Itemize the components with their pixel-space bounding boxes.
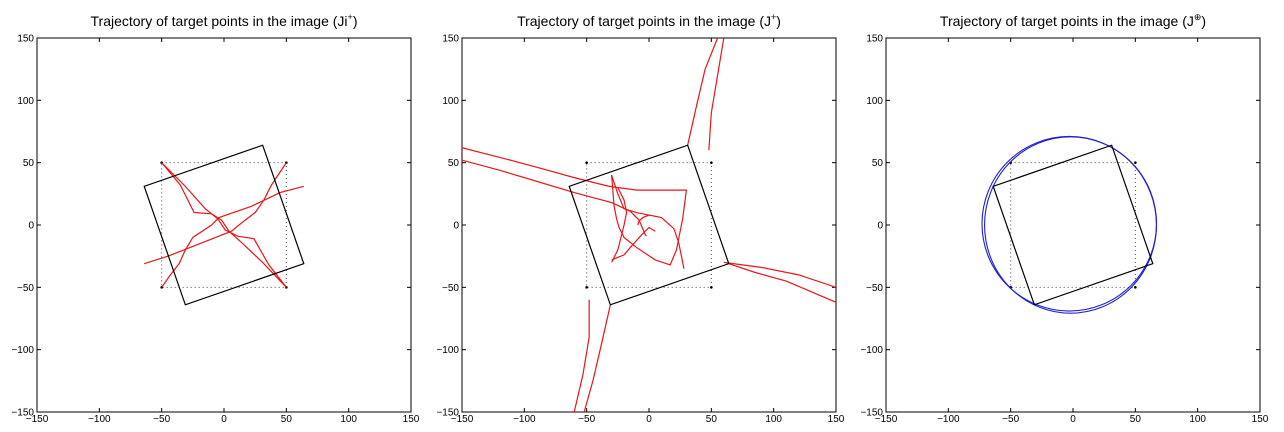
trajectory-line — [611, 226, 656, 261]
trajectory-line — [611, 174, 650, 216]
y-tick-label: 150 — [17, 34, 34, 45]
trajectory-line — [723, 261, 836, 288]
y-tick-label: 150 — [442, 34, 459, 45]
chart-title: Trajectory of target points in the image… — [940, 12, 1206, 29]
y-tick-label: 100 — [442, 96, 459, 107]
y-tick-label: 0 — [28, 221, 34, 232]
initial-point — [710, 161, 713, 164]
y-tick-label: −50 — [866, 283, 883, 294]
y-tick-label: 0 — [453, 221, 459, 232]
axes-box — [885, 37, 1261, 413]
x-tick-label: −150 — [451, 414, 474, 425]
x-tick-label: 100 — [765, 414, 782, 425]
trajectory-line — [611, 187, 628, 263]
initial-point — [1134, 161, 1137, 164]
x-tick-label: 100 — [1189, 414, 1206, 425]
chart-panel-1: −150 −100 −50 0 50 100 150 −150 −100 −50 0 50 100 150… — [11, 12, 419, 425]
trajectory-circle — [983, 136, 1158, 314]
y-tick-label: −50 — [17, 283, 34, 294]
y-tick-label: 0 — [877, 221, 883, 232]
trajectory-line — [687, 38, 719, 146]
x-tick-label: 0 — [221, 414, 227, 425]
x-tick-label: 0 — [646, 414, 652, 425]
x-tick-label: 150 — [1252, 414, 1269, 425]
x-tick-label: 100 — [340, 414, 357, 425]
y-tick-label: −50 — [442, 283, 459, 294]
initial-point — [710, 286, 713, 289]
axes-box — [461, 37, 837, 413]
chart-title-text: Trajectory of target points in the image… — [940, 13, 1194, 29]
chart-title-suffix: ) — [776, 13, 781, 29]
x-tick-label: −50 — [153, 414, 170, 425]
trajectory-line — [161, 162, 287, 288]
y-tick-label: 100 — [866, 96, 883, 107]
x-tick-label: 50 — [281, 414, 293, 425]
x-tick-label: 150 — [403, 414, 420, 425]
y-tick-label: 150 — [866, 34, 883, 45]
y-tick-label: −150 — [436, 408, 459, 419]
chart-title: Trajectory of target points in the image… — [517, 12, 781, 29]
plot-area — [462, 38, 836, 412]
chart-panel-2: −150 −100 −50 0 50 100 150 −150 −100 −50 0 50 100 150… — [436, 12, 844, 425]
trajectory-line — [161, 185, 304, 288]
plot-area — [981, 135, 1158, 314]
y-tick-label: −150 — [11, 408, 34, 419]
chart-title-text: Trajectory of target points in the image… — [517, 13, 771, 29]
y-tick-label: 50 — [872, 158, 884, 169]
plot-area — [143, 144, 305, 306]
x-tick-label: −100 — [88, 414, 111, 425]
final-square — [992, 144, 1154, 306]
chart-title-superscript: + — [348, 12, 353, 22]
x-tick-label: −150 — [875, 414, 898, 425]
trajectory-line — [708, 38, 725, 151]
x-tick-label: −150 — [26, 414, 49, 425]
y-tick-label: 50 — [23, 158, 35, 169]
y-tick-label: 50 — [448, 158, 460, 169]
chart-title-suffix: ) — [1201, 13, 1206, 29]
chart-title-superscript: ⊕ — [1194, 12, 1202, 22]
x-tick-label: 50 — [1130, 414, 1142, 425]
trajectory-line — [462, 147, 688, 266]
initial-point — [585, 161, 588, 164]
x-tick-label: 0 — [1070, 414, 1076, 425]
y-tick-label: −100 — [860, 345, 883, 356]
chart-title: Trajectory of target points in the image… — [91, 12, 358, 29]
y-tick-label: −150 — [860, 408, 883, 419]
final-square — [143, 144, 305, 306]
x-tick-label: −50 — [1002, 414, 1019, 425]
x-tick-label: 150 — [828, 414, 845, 425]
y-tick-label: 100 — [17, 96, 34, 107]
trajectory-line — [573, 299, 590, 412]
y-tick-label: −100 — [11, 345, 34, 356]
initial-point — [585, 286, 588, 289]
x-tick-label: −100 — [937, 414, 960, 425]
trajectory-line — [637, 214, 685, 269]
axes-box — [36, 37, 412, 413]
x-tick-label: 50 — [706, 414, 718, 425]
final-square — [568, 144, 730, 306]
chart-title-suffix: ) — [353, 13, 358, 29]
trajectory-line — [161, 162, 287, 288]
chart-title-superscript: + — [771, 12, 776, 22]
x-tick-label: −50 — [578, 414, 595, 425]
initial-point — [1134, 286, 1137, 289]
y-tick-label: −100 — [436, 345, 459, 356]
chart-title-text: Trajectory of target points in the image… — [91, 13, 348, 29]
trajectory-line — [583, 304, 611, 412]
x-tick-label: −100 — [513, 414, 536, 425]
chart-panel-3: −150 −100 −50 0 50 100 150 −150 −100 −50 0 50 100 150… — [860, 12, 1268, 425]
trajectory-line — [728, 263, 836, 303]
